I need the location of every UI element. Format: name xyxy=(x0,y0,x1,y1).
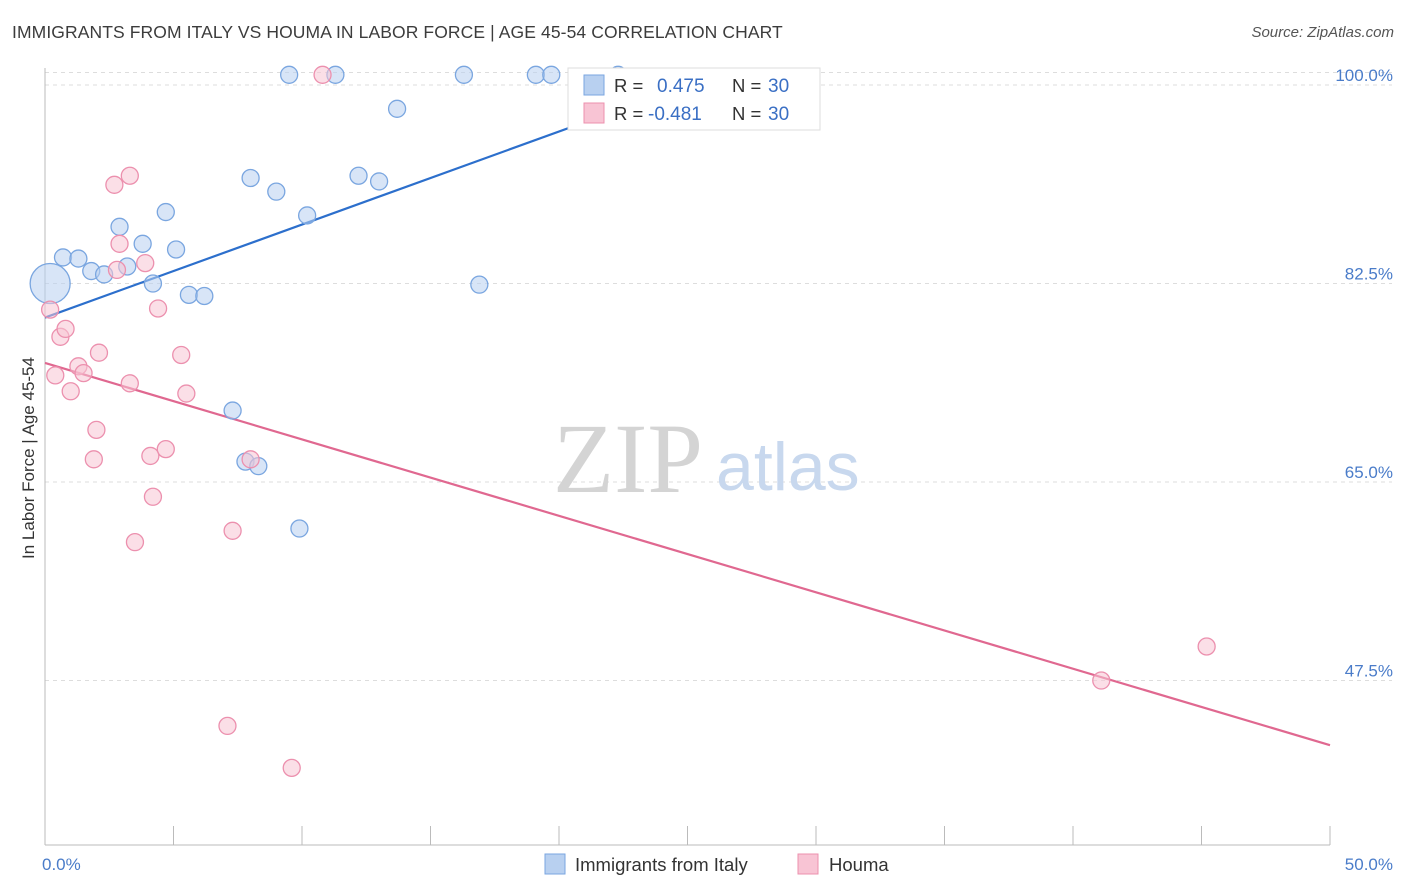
italy-point xyxy=(53,248,73,267)
x-tick-label: 50.0% xyxy=(1345,855,1393,874)
italy-point xyxy=(143,274,163,293)
y-tick-label: 47.5% xyxy=(1345,662,1393,681)
y-axis-label: In Labor Force | Age 45-54 xyxy=(19,357,38,559)
houma-point xyxy=(87,420,106,439)
bottom-legend-swatch-houma xyxy=(797,853,819,875)
y-tick-label: 100.0% xyxy=(1335,66,1393,85)
houma-point xyxy=(1092,671,1111,690)
legend-box xyxy=(567,67,821,131)
houma-point xyxy=(61,382,80,401)
source-label: Source: ZipAtlas.com xyxy=(1251,24,1394,41)
italy-point xyxy=(526,65,546,84)
houma-trend-line xyxy=(44,361,1331,747)
italy-point xyxy=(223,401,242,420)
italy-point xyxy=(156,202,175,222)
houma-point xyxy=(177,384,196,403)
legend-r-label-italy: R = xyxy=(614,75,643,96)
houma-point xyxy=(141,446,160,466)
italy-point xyxy=(166,240,186,259)
houma-point xyxy=(143,487,163,506)
houma-point xyxy=(156,439,175,459)
houma-point xyxy=(148,299,168,318)
legend-n-label-houma: N = xyxy=(732,103,761,124)
correlation-legend: R = 0.475 N = 30 R = -0.481 N = 30 xyxy=(567,67,821,131)
bottom-legend-houma: Houma xyxy=(829,854,889,875)
x-tick-label: 0.0% xyxy=(42,855,81,874)
houma-point xyxy=(223,521,242,540)
houma-point xyxy=(110,234,129,253)
houma-point xyxy=(84,450,103,469)
italy-point xyxy=(349,166,368,185)
watermark-atlas: atlas xyxy=(716,429,860,505)
axes xyxy=(44,68,1331,846)
italy-point xyxy=(195,286,214,306)
houma-point xyxy=(40,300,60,319)
y-tick-label: 82.5% xyxy=(1345,265,1393,284)
houma-point xyxy=(172,345,191,365)
houma-point xyxy=(1197,637,1216,656)
data-points xyxy=(29,65,1216,778)
italy-point xyxy=(133,234,152,253)
italy-point xyxy=(470,275,489,294)
legend-r-value-italy: 0.475 xyxy=(657,76,705,97)
houma-point xyxy=(89,343,109,362)
chart-title: IMMIGRANTS FROM ITALY VS HOUMA IN LABOR … xyxy=(12,22,783,42)
bottom-legend-italy: Immigrants from Italy xyxy=(575,854,748,875)
bottom-legend-swatch-italy xyxy=(544,853,566,875)
italy-point xyxy=(241,168,260,188)
legend-r-value-houma: -0.481 xyxy=(648,104,702,125)
legend-swatch-houma xyxy=(583,102,605,124)
houma-point xyxy=(56,319,75,339)
houma-point xyxy=(120,166,139,185)
houma-point xyxy=(46,366,65,385)
gridlines xyxy=(45,72,1392,682)
houma-point xyxy=(107,260,127,280)
italy-point xyxy=(454,65,474,84)
legend-swatch-italy xyxy=(583,74,605,96)
houma-point xyxy=(125,532,145,552)
italy-point xyxy=(387,99,407,118)
italy-point xyxy=(179,285,199,305)
x-tick-labels: 0.0% 50.0% xyxy=(42,855,1393,874)
y-tick-label: 65.0% xyxy=(1345,463,1393,482)
houma-point xyxy=(120,374,139,393)
italy-point xyxy=(267,182,286,201)
legend-r-label-houma: R = xyxy=(614,103,643,124)
series-legend: Immigrants from Italy Houma xyxy=(544,853,889,875)
houma-point xyxy=(282,758,301,778)
italy-point xyxy=(542,65,561,84)
y-tick-labels: 47.5% 65.0% 82.5% 100.0% xyxy=(1335,66,1393,681)
legend-n-value-houma: 30 xyxy=(768,104,789,125)
watermark-zip: ZIP xyxy=(553,403,703,514)
italy-point xyxy=(69,249,88,268)
houma-point xyxy=(74,363,93,383)
houma-point xyxy=(218,716,237,736)
houma-point xyxy=(241,450,260,469)
watermark: ZIP atlas xyxy=(553,403,860,514)
italy-point xyxy=(369,172,389,191)
italy-point xyxy=(290,519,309,538)
houma-point xyxy=(313,65,332,84)
legend-n-label-italy: N = xyxy=(732,75,761,96)
italy-point xyxy=(297,206,317,225)
houma-point xyxy=(136,253,155,273)
italy-point xyxy=(279,65,299,84)
italy-point xyxy=(29,262,71,305)
houma-point xyxy=(105,175,124,194)
italy-point xyxy=(110,217,129,236)
legend-n-value-italy: 30 xyxy=(768,76,789,97)
